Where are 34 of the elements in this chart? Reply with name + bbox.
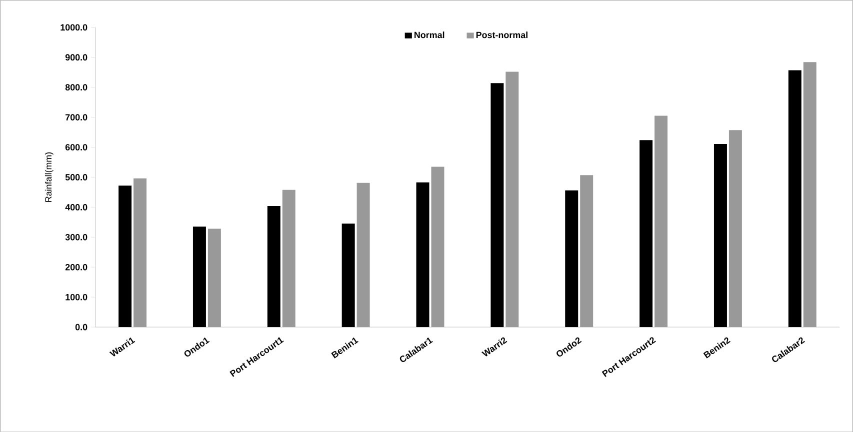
- y-tick-label: 700.0: [66, 114, 88, 120]
- bar: [714, 144, 727, 327]
- bar: [118, 185, 132, 327]
- bar: [654, 116, 668, 327]
- y-tick-label: 500.0: [65, 174, 88, 180]
- y-tick-label: 200.0: [65, 264, 88, 270]
- bar: [134, 178, 147, 327]
- bar: [208, 228, 221, 327]
- y-tick-label: 800.0: [65, 84, 88, 90]
- y-tick-label: 0.0: [75, 324, 88, 330]
- y-tick-label: 400.0: [65, 204, 88, 210]
- bar: [416, 182, 430, 327]
- bar: [580, 174, 594, 327]
- bar: [356, 182, 370, 327]
- bar: [267, 206, 280, 327]
- bar: [342, 224, 355, 327]
- bar: [490, 82, 504, 327]
- y-tick-label: 600.0: [65, 144, 88, 150]
- y-tick-label: 100.0: [66, 294, 88, 300]
- y-axis-title: Rainfall(mm): [44, 152, 54, 202]
- bar: [282, 190, 296, 327]
- y-tick-label: 1000.0: [60, 24, 88, 30]
- legend-label: Normal: [414, 31, 444, 38]
- y-tick-label: 900.0: [65, 54, 88, 60]
- bar: [431, 166, 444, 327]
- bar: [506, 72, 519, 327]
- y-tick-label: 300.0: [65, 234, 88, 240]
- bar: [803, 62, 816, 327]
- bar: [640, 140, 653, 327]
- bar: [565, 190, 578, 327]
- bar: [728, 130, 742, 327]
- bar: [788, 70, 802, 327]
- bar: [192, 226, 206, 327]
- legend-label: Post-normal: [476, 31, 528, 38]
